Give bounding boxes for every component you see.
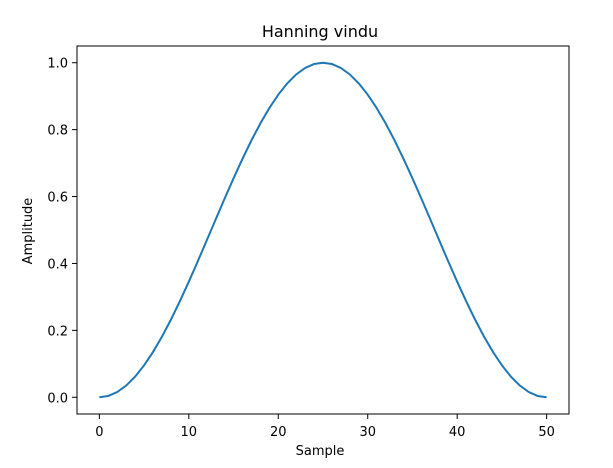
x-tick-label: 30 xyxy=(359,425,376,440)
x-axis: 0 10 20 30 40 50 xyxy=(95,414,555,440)
x-tick-label: 20 xyxy=(270,425,287,440)
x-tick-label: 40 xyxy=(449,425,466,440)
series-line xyxy=(99,61,547,399)
y-tick-label: 0.6 xyxy=(47,191,68,206)
x-tick-label: 10 xyxy=(181,425,198,440)
x-tick-label: 50 xyxy=(538,425,555,440)
y-tick-label: 0.8 xyxy=(47,124,68,139)
y-tick-label: 0.2 xyxy=(47,324,68,339)
axes-frame xyxy=(76,45,570,415)
y-axis: 0.0 0.2 0.4 0.6 0.8 1.0 xyxy=(47,57,77,406)
x-tick-label: 0 xyxy=(95,425,103,440)
y-tick-label: 0.4 xyxy=(47,257,68,272)
plot-area xyxy=(76,45,570,415)
chart-title: Hanning vindu xyxy=(262,22,378,41)
y-axis-label: Amplitude xyxy=(21,198,36,265)
x-axis-label: Sample xyxy=(296,444,345,459)
y-tick-label: 0.0 xyxy=(47,391,68,406)
y-tick-label: 1.0 xyxy=(47,57,68,72)
